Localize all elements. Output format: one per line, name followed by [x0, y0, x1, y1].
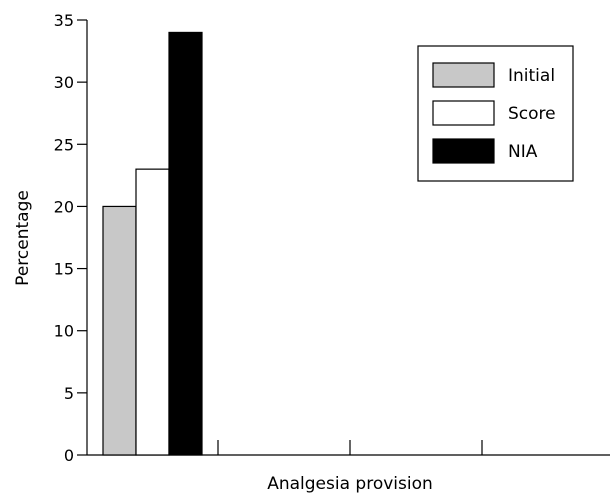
- y-tick-label: 10: [54, 322, 74, 341]
- bar-nia: [168, 31, 203, 456]
- y-tick-label: 25: [54, 135, 74, 154]
- legend-swatch-nia: [432, 138, 495, 164]
- y-tick-label: 30: [54, 73, 74, 92]
- legend: Initial Score NIA: [417, 45, 574, 182]
- y-tick-label: 15: [54, 260, 74, 279]
- bar-initial: [102, 205, 137, 456]
- legend-label-nia: NIA: [508, 142, 538, 162]
- x-axis-label: Analgesia provision: [267, 474, 433, 494]
- legend-swatch-score: [432, 100, 495, 126]
- y-tick-label: 20: [54, 197, 74, 216]
- legend-label-score: Score: [508, 104, 556, 124]
- y-tick-label: 5: [64, 384, 74, 403]
- y-axis: 0 5 10 15 20 25 30 35: [54, 11, 88, 465]
- y-tick-label: 35: [54, 11, 74, 30]
- y-tick-label: 0: [64, 446, 74, 465]
- legend-swatch-initial: [432, 62, 495, 88]
- y-axis-label: Percentage: [13, 190, 33, 286]
- legend-label-initial: Initial: [508, 66, 555, 86]
- bars: [102, 31, 203, 456]
- bar-score: [135, 168, 170, 456]
